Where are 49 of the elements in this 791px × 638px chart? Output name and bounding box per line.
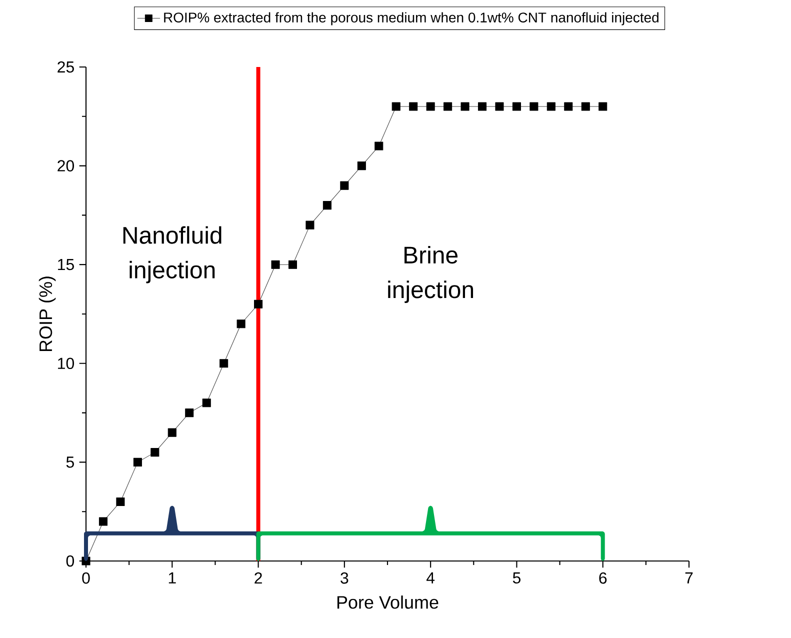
point: [133, 458, 142, 466]
x-tick-label: 5: [512, 572, 520, 584]
x-tick-label: 2: [254, 572, 262, 584]
x-tick-label: 3: [340, 572, 348, 584]
point: [322, 201, 332, 210]
point: [392, 102, 400, 111]
point: [374, 142, 384, 150]
point: [168, 428, 176, 437]
point: [357, 162, 366, 170]
y-tick-label: 10: [58, 358, 74, 370]
point: [340, 181, 349, 190]
point: [426, 102, 435, 111]
point: [220, 359, 228, 368]
point: [409, 102, 418, 111]
annotation: Brine injection: [388, 246, 474, 303]
x-tick-label: 6: [599, 572, 607, 584]
point: [288, 260, 298, 269]
point: [444, 102, 452, 111]
x-tick-label: 7: [685, 572, 693, 584]
point: [185, 408, 194, 418]
y-tick-label: 0: [66, 555, 74, 567]
point: [150, 448, 160, 457]
legend-label: ROIP% extracted from the porous medium when 0.1wt% CNT nanofluid injected: [164, 12, 658, 26]
point: [581, 102, 590, 111]
annotation: Nanofluid injection: [123, 226, 222, 284]
point: [460, 102, 470, 111]
point: [306, 220, 314, 230]
x-tick-label: 1: [168, 572, 176, 584]
point: [116, 497, 125, 506]
point: [478, 102, 487, 111]
point: [546, 102, 556, 111]
point: [564, 102, 573, 111]
y-tick-label: 15: [58, 259, 74, 270]
point: [530, 102, 538, 111]
point: [254, 300, 263, 308]
y-tick-label: 5: [66, 456, 74, 468]
y-tick-label: 25: [58, 61, 74, 73]
point: [495, 102, 504, 111]
point: [512, 102, 521, 111]
point: [98, 517, 108, 526]
y-tick-label: 20: [58, 160, 74, 172]
point: [236, 320, 246, 328]
y-axis-title: ROIP (%): [38, 276, 56, 352]
x-tick-label: 0: [82, 572, 90, 584]
x-tick-label: 4: [426, 572, 435, 584]
point: [271, 260, 280, 269]
point: [598, 102, 608, 111]
x-axis-title: Pore Volume: [337, 596, 438, 609]
point: [202, 398, 211, 408]
